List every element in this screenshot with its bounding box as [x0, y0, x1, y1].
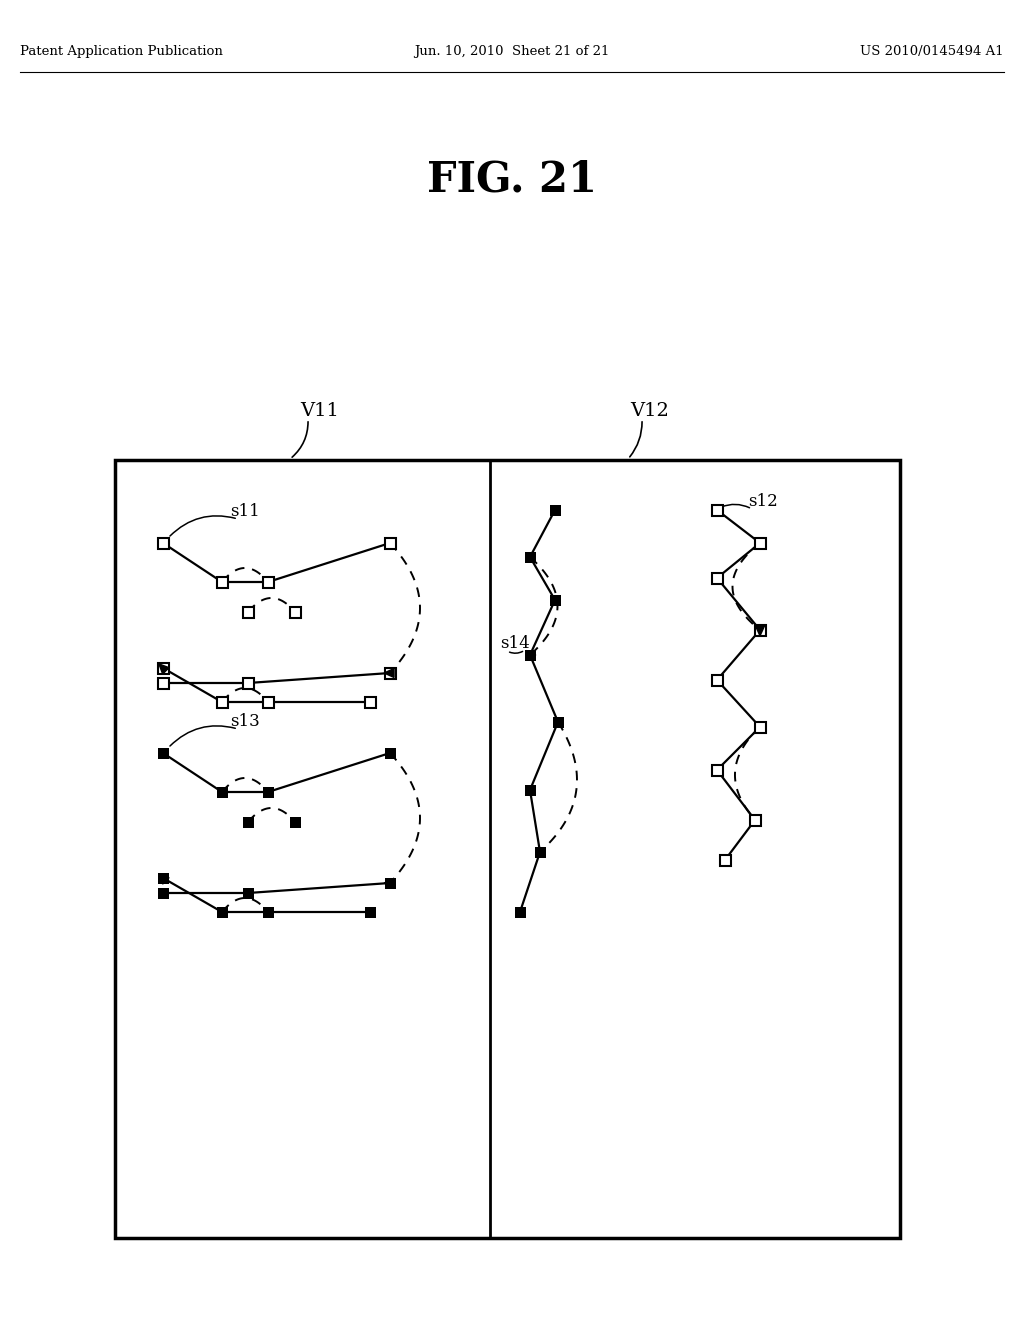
Text: s13: s13: [230, 713, 260, 730]
Bar: [712, 573, 723, 583]
Bar: [216, 907, 227, 917]
Polygon shape: [526, 651, 536, 660]
Bar: [243, 887, 254, 899]
Bar: [755, 722, 766, 733]
Text: s11: s11: [230, 503, 260, 520]
Bar: [290, 817, 300, 828]
Bar: [158, 747, 169, 759]
Polygon shape: [384, 668, 394, 677]
Bar: [158, 537, 169, 549]
Bar: [550, 594, 560, 606]
Bar: [384, 537, 395, 549]
Bar: [535, 846, 546, 858]
Bar: [262, 577, 273, 587]
Bar: [243, 606, 254, 618]
Text: Jun. 10, 2010  Sheet 21 of 21: Jun. 10, 2010 Sheet 21 of 21: [415, 45, 609, 58]
Bar: [755, 624, 766, 635]
Text: V12: V12: [631, 403, 670, 420]
Bar: [262, 907, 273, 917]
Bar: [553, 717, 563, 727]
Bar: [712, 675, 723, 685]
Bar: [550, 504, 560, 516]
Bar: [262, 697, 273, 708]
Polygon shape: [756, 626, 765, 636]
Bar: [524, 552, 536, 562]
Bar: [365, 907, 376, 917]
Polygon shape: [384, 879, 394, 887]
Bar: [262, 787, 273, 797]
Text: V11: V11: [301, 403, 339, 420]
Bar: [216, 787, 227, 797]
Bar: [158, 677, 169, 689]
Text: s12: s12: [748, 492, 778, 510]
Bar: [750, 814, 761, 825]
Bar: [158, 887, 169, 899]
Bar: [720, 854, 730, 866]
Bar: [712, 764, 723, 776]
Bar: [290, 606, 300, 618]
Bar: [712, 504, 723, 516]
Text: Patent Application Publication: Patent Application Publication: [20, 45, 223, 58]
Bar: [158, 663, 169, 673]
Bar: [216, 697, 227, 708]
Bar: [216, 577, 227, 587]
Bar: [365, 697, 376, 708]
Bar: [514, 907, 525, 917]
Bar: [755, 537, 766, 549]
Bar: [115, 459, 900, 1238]
Bar: [384, 747, 395, 759]
Bar: [524, 649, 536, 660]
Bar: [524, 784, 536, 796]
Polygon shape: [159, 664, 169, 675]
Text: s14: s14: [500, 635, 529, 652]
Text: US 2010/0145494 A1: US 2010/0145494 A1: [860, 45, 1004, 58]
Bar: [384, 878, 395, 888]
Text: FIG. 21: FIG. 21: [427, 158, 597, 201]
Bar: [243, 817, 254, 828]
Bar: [243, 677, 254, 689]
Bar: [384, 668, 395, 678]
Bar: [158, 873, 169, 883]
Polygon shape: [159, 874, 169, 884]
